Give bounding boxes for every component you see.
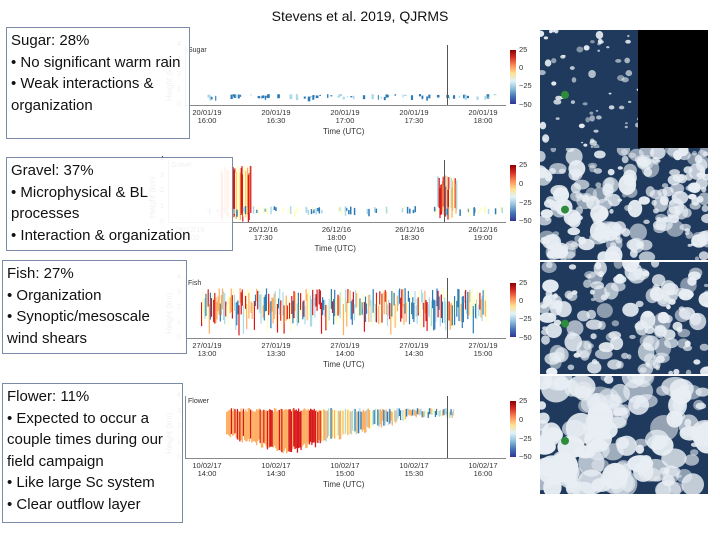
gravel-box: Gravel: 37% • Microphysical & BL process… bbox=[6, 157, 233, 251]
colorbar bbox=[510, 401, 516, 457]
x-tick: 10/02/17 15:30 bbox=[399, 461, 429, 478]
colorbar-tick: −50 bbox=[519, 452, 532, 462]
fish-title: Fish: 27% bbox=[7, 265, 74, 282]
x-axis-label: Time (UTC) bbox=[314, 244, 356, 253]
satellite-image-sugar bbox=[540, 30, 708, 148]
satellite-image-flower bbox=[540, 376, 708, 494]
site-marker bbox=[561, 319, 569, 328]
site-marker bbox=[561, 436, 569, 445]
x-axis-label: Time (UTC) bbox=[323, 480, 365, 489]
panel-title-fish: Fish bbox=[188, 280, 202, 287]
cloud-field bbox=[540, 376, 708, 494]
cloud-field bbox=[540, 262, 708, 374]
sugar-point-1: • No significant warm rain bbox=[11, 53, 181, 71]
x-tick: 26/12/16 18:30 bbox=[395, 225, 425, 242]
colorbar-tick: −50 bbox=[519, 216, 532, 226]
x-tick: 20/01/19 17:30 bbox=[399, 108, 429, 125]
radar-echoes bbox=[207, 94, 497, 102]
x-tick: 20/01/19 18:00 bbox=[468, 108, 498, 125]
cloud-field bbox=[540, 148, 708, 260]
colorbar-tick: 0 bbox=[519, 296, 524, 306]
panel-title-flower: Flower bbox=[188, 398, 210, 405]
x-tick: 26/12/16 17:30 bbox=[248, 225, 278, 242]
fish-point-1: • Organization bbox=[7, 286, 102, 304]
x-tick: 27/01/19 15:00 bbox=[468, 341, 498, 358]
x-axis-label: Time (UTC) bbox=[323, 360, 365, 369]
citation: Stevens et al. 2019, QJRMS bbox=[271, 8, 449, 24]
colorbar-tick: 0 bbox=[519, 414, 524, 424]
colorbar-tick: 25 bbox=[519, 396, 528, 405]
radar-plot-sugar bbox=[185, 45, 506, 106]
satellite-image-gravel bbox=[540, 148, 708, 260]
x-tick: 20/01/19 17:00 bbox=[330, 108, 360, 125]
colorbar-tick: −50 bbox=[519, 99, 532, 109]
x-tick: 26/12/16 19:00 bbox=[468, 225, 498, 242]
cloud-field bbox=[540, 30, 708, 148]
flower-box: Flower: 11% • Expected to occur a couple… bbox=[2, 383, 183, 523]
flower-title: Flower: 11% bbox=[7, 388, 90, 405]
colorbar-tick: −50 bbox=[519, 332, 532, 342]
x-tick: 10/02/17 14:00 bbox=[192, 461, 222, 478]
colorbar bbox=[510, 50, 516, 104]
x-tick: 26/12/16 18:00 bbox=[321, 225, 352, 242]
colorbar-tick: −25 bbox=[519, 314, 532, 324]
time-marker-line bbox=[447, 396, 449, 458]
colorbar-tick: −25 bbox=[519, 433, 532, 443]
radar-plot-fish bbox=[185, 278, 506, 339]
sugar-title: Sugar: 28% bbox=[11, 32, 90, 49]
x-tick: 27/01/19 14:00 bbox=[330, 341, 360, 358]
satellite-image-fish bbox=[540, 262, 708, 374]
colorbar bbox=[510, 165, 516, 221]
fish-box: Fish: 27% • Organization • Synoptic/meso… bbox=[2, 260, 187, 354]
colorbar-tick: 25 bbox=[519, 45, 528, 54]
sugar-box: Sugar: 28% • No significant warm rain • … bbox=[6, 27, 190, 139]
flower-point-2: • Like large Sc system bbox=[7, 474, 155, 491]
x-tick: 10/02/17 14:30 bbox=[261, 461, 291, 478]
radar-plot-flower bbox=[185, 396, 506, 459]
x-tick: 27/01/19 13:00 bbox=[192, 341, 222, 358]
gravel-title: Gravel: 37% bbox=[11, 162, 94, 179]
gravel-point-1: • Microphysical & BL processes bbox=[11, 183, 148, 223]
radar-echoes bbox=[226, 408, 455, 454]
fish-point-2: • Synoptic/mesoscale wind shears bbox=[7, 308, 150, 347]
colorbar-tick: −25 bbox=[519, 197, 532, 207]
time-marker-line bbox=[447, 45, 449, 105]
time-marker-line bbox=[444, 160, 446, 222]
colorbar-tick: 0 bbox=[519, 178, 524, 188]
time-marker-line bbox=[447, 278, 449, 338]
radar-echoes bbox=[201, 288, 488, 336]
colorbar-tick: −25 bbox=[519, 81, 532, 91]
gravel-point-2: • Interaction & organization bbox=[11, 226, 191, 244]
x-tick: 10/02/17 16:00 bbox=[468, 461, 498, 478]
sugar-point-2: • Weak interactions & organization bbox=[11, 75, 154, 114]
colorbar-tick: 25 bbox=[519, 278, 528, 287]
x-tick: 20/01/19 16:00 bbox=[192, 108, 222, 125]
colorbar-tick: 25 bbox=[519, 160, 528, 169]
site-marker bbox=[561, 205, 569, 214]
x-tick: 20/01/19 16:30 bbox=[261, 108, 291, 125]
flower-point-3: • Clear outflow layer bbox=[7, 495, 141, 513]
x-tick: 27/01/19 13:30 bbox=[261, 341, 291, 358]
x-tick: 10/02/17 15:00 bbox=[330, 461, 360, 478]
site-marker bbox=[561, 90, 569, 99]
colorbar-tick: 0 bbox=[519, 63, 524, 73]
x-axis-label: Time (UTC) bbox=[323, 127, 365, 136]
x-tick: 27/01/19 14:30 bbox=[399, 341, 429, 358]
colorbar bbox=[510, 283, 516, 337]
flower-point-1: • Expected to occur a couple times durin… bbox=[7, 409, 163, 470]
panel-title-sugar: Sugar bbox=[188, 47, 207, 54]
